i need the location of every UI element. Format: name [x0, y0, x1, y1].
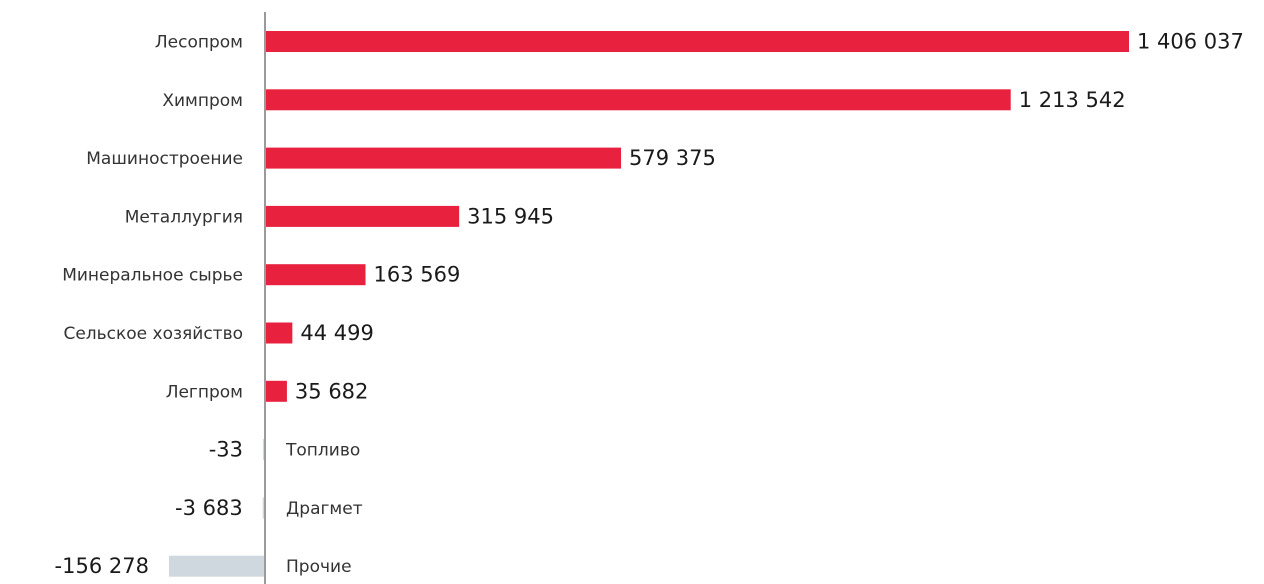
- value-label: 44 499: [300, 321, 373, 345]
- category-label: Драгмет: [286, 499, 363, 519]
- bar-прочие: [168, 555, 265, 577]
- bar-металлургия: [265, 205, 460, 227]
- category-label: Сельское хозяйство: [63, 324, 243, 344]
- bar-легпром: [265, 380, 287, 402]
- category-label: Топливо: [285, 441, 360, 461]
- category-label: Минеральное сырье: [62, 266, 243, 286]
- value-label: 1 406 037: [1137, 30, 1244, 54]
- category-label: Лесопром: [155, 33, 243, 53]
- category-label: Легпром: [166, 382, 243, 402]
- bar-минеральное-сырье: [265, 264, 366, 286]
- value-label: -3 683: [175, 496, 243, 520]
- bar-драгмет: [262, 497, 265, 519]
- bars-group: [168, 31, 1129, 577]
- labels-group: Лесопром 1 406 037 Химпром 1 213 542 Машинос…: [55, 30, 1244, 579]
- value-label: 1 213 542: [1019, 88, 1126, 112]
- value-label: 315 945: [467, 204, 554, 228]
- bar-сельское-хозяйство: [265, 322, 293, 344]
- value-label: 579 375: [629, 146, 716, 170]
- bar-машиностроение: [265, 147, 622, 169]
- bar-химпром: [265, 89, 1011, 111]
- category-label: Прочие: [286, 557, 352, 577]
- value-label: -33: [209, 438, 243, 462]
- value-label: 163 569: [374, 263, 461, 287]
- category-label: Машиностроение: [86, 149, 243, 169]
- category-label: Химпром: [162, 91, 243, 111]
- value-label: -156 278: [55, 554, 149, 578]
- value-label: 35 682: [295, 379, 368, 403]
- bar-лесопром: [265, 31, 1129, 52]
- category-label: Металлургия: [125, 207, 243, 227]
